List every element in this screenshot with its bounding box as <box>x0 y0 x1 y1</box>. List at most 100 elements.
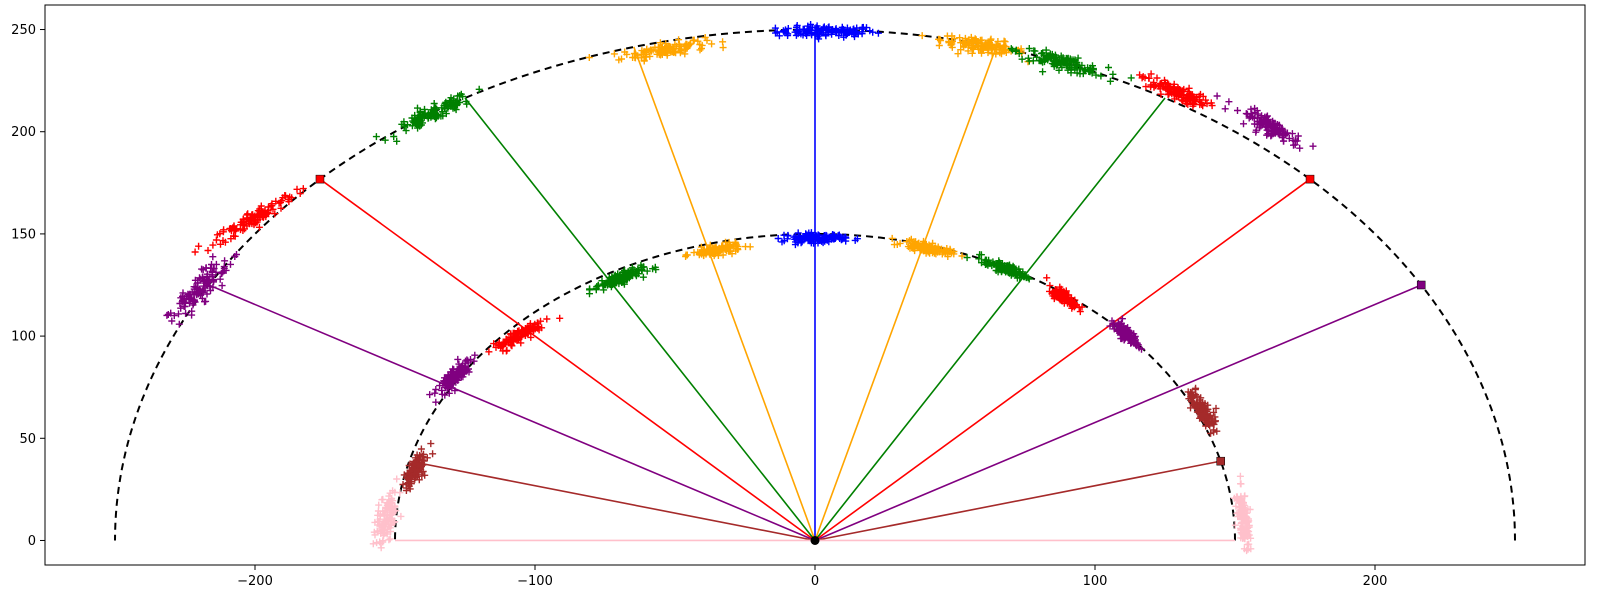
cluster-point <box>1212 417 1219 425</box>
cluster-point <box>526 322 534 330</box>
cluster-point <box>1182 93 1190 101</box>
cluster-point <box>1243 547 1251 555</box>
cluster-point <box>1237 506 1245 514</box>
cluster-point <box>682 251 690 259</box>
cluster-point <box>994 263 1002 271</box>
cluster-point <box>612 277 620 285</box>
cluster-point <box>771 24 779 32</box>
cluster-point <box>216 230 224 238</box>
cluster-point <box>773 28 781 36</box>
cluster-point <box>1059 58 1067 66</box>
square-marker-1 <box>1305 174 1315 184</box>
cluster-point <box>202 264 210 272</box>
cluster-point <box>216 275 224 283</box>
ray-layer <box>208 29 1422 542</box>
cluster-point <box>849 25 857 33</box>
cluster-point <box>1199 102 1207 110</box>
cluster-point <box>231 253 239 260</box>
cluster-point <box>1197 414 1205 422</box>
cluster-point <box>191 276 199 284</box>
cluster-point <box>517 332 525 340</box>
cluster-point <box>1081 66 1089 74</box>
cluster-point <box>464 357 472 365</box>
cluster-point <box>1197 399 1205 407</box>
cluster-point <box>924 248 932 256</box>
cluster-point <box>639 273 647 281</box>
cluster-point <box>623 275 631 283</box>
origin-marker <box>810 535 820 545</box>
cluster-point <box>696 249 704 257</box>
cluster-point <box>822 232 830 240</box>
cluster-point <box>285 198 293 206</box>
cluster-point <box>1210 426 1218 434</box>
cluster-point <box>418 114 426 122</box>
cluster-point <box>456 99 463 106</box>
cluster-point <box>805 236 813 244</box>
cluster-point <box>838 28 846 36</box>
cluster-point <box>383 502 391 509</box>
cluster-point <box>443 384 451 392</box>
cluster-point <box>694 37 702 45</box>
y-tick-label: 250 <box>11 23 36 38</box>
cluster-point <box>413 120 420 128</box>
cluster-point <box>1213 427 1221 435</box>
cluster-point <box>874 29 882 37</box>
cluster-point <box>299 185 307 193</box>
cluster-point <box>1097 72 1105 80</box>
cluster-point <box>1264 115 1272 123</box>
cluster-point <box>250 220 258 227</box>
cluster-point <box>858 25 866 33</box>
cluster-point <box>1197 90 1204 98</box>
cluster-point <box>271 210 279 218</box>
cluster-point <box>175 310 182 318</box>
cluster-point <box>784 25 792 32</box>
cluster-17 <box>1106 315 1145 353</box>
cluster-point <box>1207 99 1215 107</box>
cluster-point <box>652 266 660 274</box>
cluster-point <box>804 22 812 30</box>
cluster-point <box>1004 268 1012 276</box>
cluster-point <box>431 115 439 123</box>
cluster-point <box>227 260 234 268</box>
cluster-point <box>1278 124 1286 132</box>
cluster-point <box>398 120 406 128</box>
cluster-point <box>1145 74 1153 82</box>
cluster-point <box>1012 46 1020 54</box>
cluster-2 <box>918 32 1032 66</box>
cluster-point <box>708 40 716 48</box>
cluster-point <box>1043 274 1051 282</box>
cluster-point <box>1115 325 1123 333</box>
cluster-point <box>432 398 440 406</box>
cluster-point <box>869 28 877 36</box>
cluster-11 <box>888 234 966 260</box>
cluster-point <box>977 251 985 259</box>
cluster-point <box>890 241 898 249</box>
cluster-point <box>475 85 483 93</box>
cluster-point <box>1071 56 1079 64</box>
cluster-point <box>1092 71 1100 79</box>
cluster-point <box>988 50 996 58</box>
cluster-point <box>954 50 962 58</box>
cluster-point <box>277 204 285 212</box>
cluster-point <box>209 253 217 261</box>
cluster-point <box>655 44 663 52</box>
cluster-point <box>677 46 685 54</box>
cluster-point <box>906 244 914 252</box>
cluster-point <box>431 104 439 112</box>
cluster-point <box>1309 142 1317 150</box>
cluster-point <box>217 240 224 248</box>
cluster-point <box>203 290 211 298</box>
cluster-point <box>369 540 377 548</box>
cluster-point <box>671 40 679 48</box>
cluster-point <box>447 368 455 376</box>
cluster-point <box>212 236 220 244</box>
cluster-point <box>163 311 171 319</box>
cluster-point <box>209 241 217 249</box>
cluster-point <box>706 249 714 257</box>
cluster-point <box>1127 74 1135 82</box>
cluster-15 <box>1043 274 1086 316</box>
cluster-point <box>719 38 727 46</box>
cluster-point <box>956 34 964 42</box>
cluster-5 <box>191 185 307 256</box>
cluster-point <box>1186 95 1194 102</box>
